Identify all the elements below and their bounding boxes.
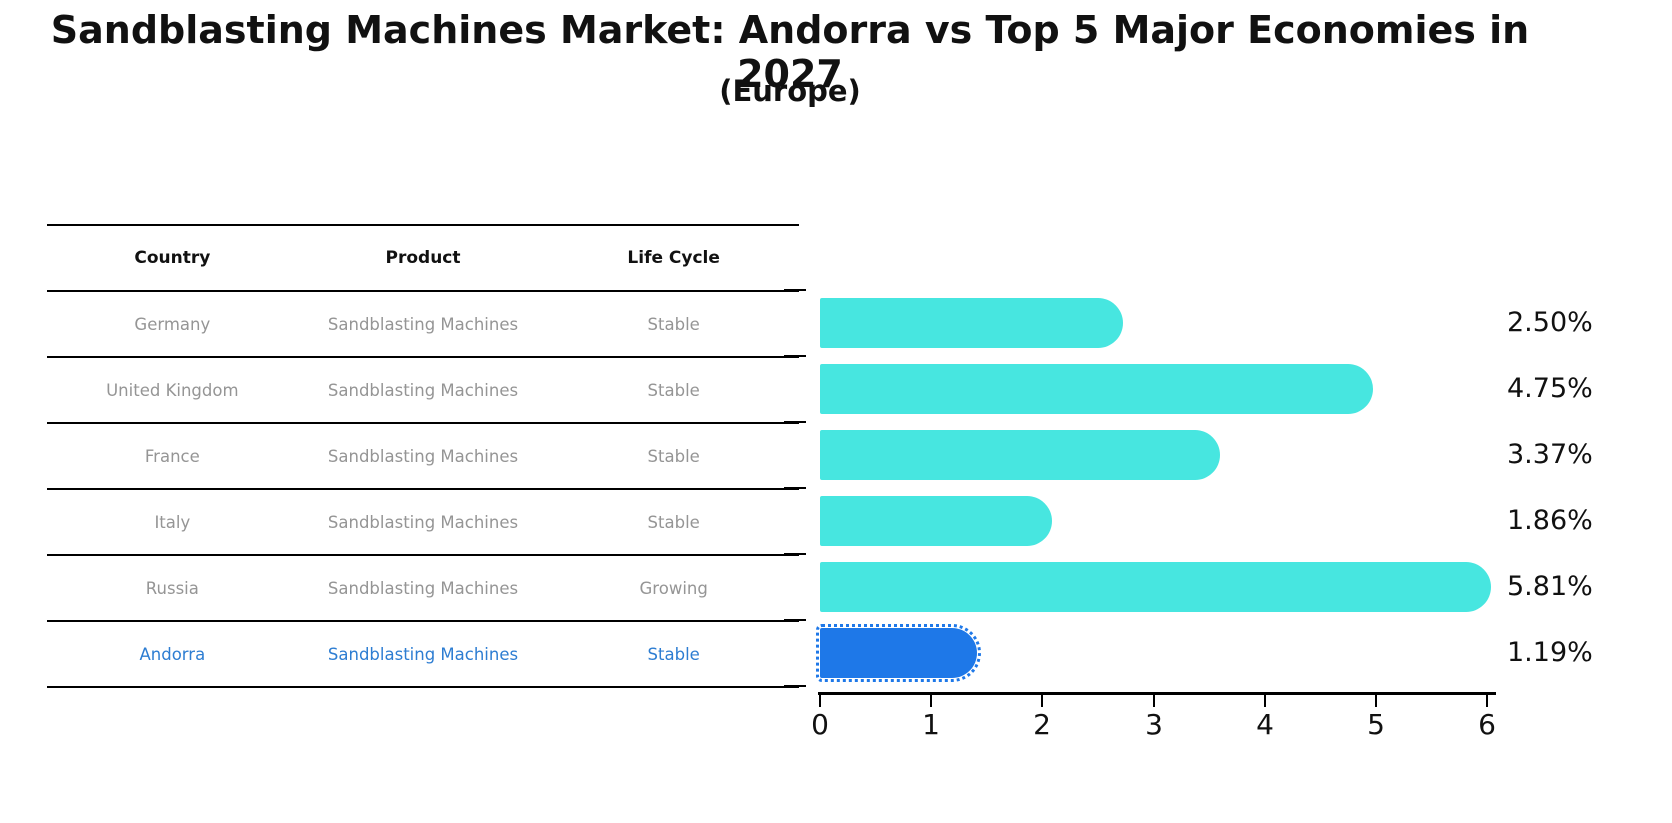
cell-country: Italy [154,512,191,532]
country-table: Country Product Life Cycle Germany Sandb… [47,224,799,688]
column-header-product: Product [385,248,461,268]
table-row: France Sandblasting Machines Stable [47,424,799,490]
cell-product: Sandblasting Machines [327,578,519,598]
column-header-life-cycle: Life Cycle [627,248,720,268]
x-tick-label: 1 [922,708,940,741]
x-axis-line [818,692,1496,695]
x-axis-tick [930,695,932,707]
bar-france [820,430,1220,480]
chart-title: Sandblasting Machines Market: Andorra vs… [50,8,1530,96]
value-label-france: 3.37% [1507,439,1593,470]
x-tick-label: 6 [1478,708,1496,741]
cell-country: Germany [134,314,211,334]
bar-plot-area [815,290,1520,686]
x-axis-tick [1153,695,1155,707]
x-tick-label: 0 [811,708,829,741]
table-header-row: Country Product Life Cycle [47,226,799,292]
cell-product: Sandblasting Machines [327,446,519,466]
cell-country: Andorra [139,644,206,664]
y-axis-tick [784,421,806,423]
chart-subtitle: (Europe) [719,74,861,108]
cell-life-cycle: Stable [647,314,700,334]
bar-row-andorra [815,620,1520,686]
cell-country: France [144,446,200,466]
cell-product: Sandblasting Machines [327,512,519,532]
cell-country: United Kingdom [106,380,239,400]
x-axis-tick [1041,695,1043,707]
table-row-andorra-highlight: Andorra Sandblasting Machines Stable [47,622,799,688]
x-axis-tick [1264,695,1266,707]
bar-russia [820,562,1491,612]
x-axis-tick [819,695,821,707]
y-axis-tick [784,619,806,621]
bar-andorra-highlight [815,624,982,682]
bar-row-united-kingdom [820,356,1520,422]
x-tick-label: 2 [1033,708,1051,741]
table-row: Italy Sandblasting Machines Stable [47,490,799,556]
value-label-italy: 1.86% [1507,505,1593,536]
value-label-russia: 5.81% [1507,571,1593,602]
x-tick-label: 5 [1367,708,1385,741]
y-axis-tick [784,487,806,489]
x-axis-tick [1486,695,1488,707]
table-row: Germany Sandblasting Machines Stable [47,292,799,358]
bar-italy [820,496,1052,546]
value-label-andorra: 1.19% [1507,637,1593,668]
cell-life-cycle: Stable [647,644,700,664]
column-header-country: Country [134,248,211,268]
y-axis-tick [784,553,806,555]
cell-life-cycle: Growing [639,578,708,598]
y-axis-tick [784,685,806,687]
cell-life-cycle: Stable [647,512,700,532]
bar-united-kingdom [820,364,1374,414]
y-axis-tick [784,355,806,357]
value-label-germany: 2.50% [1507,307,1593,338]
cell-product: Sandblasting Machines [327,644,519,664]
x-tick-label: 3 [1145,708,1163,741]
cell-product: Sandblasting Machines [327,380,519,400]
y-axis-tick [784,289,806,291]
x-tick-label: 4 [1256,708,1274,741]
cell-country: Russia [145,578,199,598]
cell-life-cycle: Stable [647,380,700,400]
bar-row-russia [820,554,1520,620]
bar-row-italy [820,488,1520,554]
bar-row-germany [820,290,1520,356]
value-label-united-kingdom: 4.75% [1507,373,1593,404]
table-row: Russia Sandblasting Machines Growing [47,556,799,622]
bar-germany [820,298,1123,348]
cell-product: Sandblasting Machines [327,314,519,334]
bar-row-france [820,422,1520,488]
table-row: United Kingdom Sandblasting Machines Sta… [47,358,799,424]
x-axis-tick [1375,695,1377,707]
cell-life-cycle: Stable [647,446,700,466]
